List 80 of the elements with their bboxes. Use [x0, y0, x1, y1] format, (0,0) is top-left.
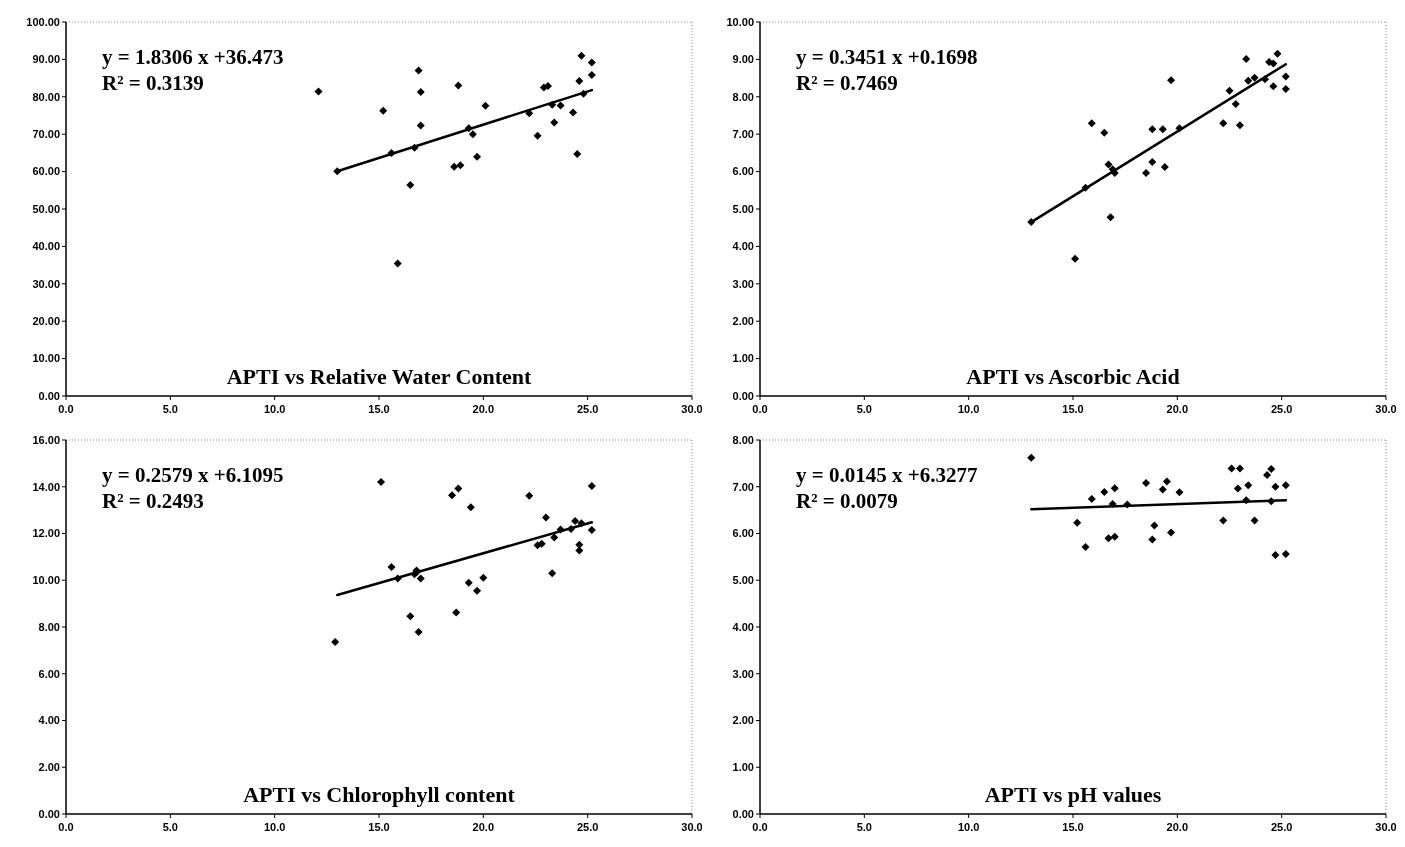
x-tick-label: 20.0 — [1166, 821, 1189, 833]
y-tick-label: 60.00 — [32, 165, 60, 178]
y-tick-label: 6.00 — [732, 527, 754, 540]
x-tick-label: 20.0 — [472, 821, 495, 833]
annotation: y = 0.3451 x +0.1698 — [796, 45, 978, 69]
x-tick-label: 10.0 — [263, 821, 286, 833]
x-tick-label: 10.0 — [957, 821, 980, 833]
y-tick-label: 6.00 — [38, 667, 60, 680]
y-tick-label: 30.00 — [32, 277, 60, 290]
x-tick-label: 20.0 — [472, 403, 495, 415]
x-tick-label: 5.0 — [856, 403, 872, 415]
text: APTI vs Ascorbic Acid — [966, 364, 1180, 389]
y-tick-label: 5.00 — [732, 574, 754, 587]
annotation: y = 0.2579 x +6.1095 — [102, 463, 284, 487]
y-tick-label: 1.00 — [732, 352, 754, 365]
x-tick-label: 25.0 — [1270, 403, 1293, 415]
y-tick-label: 0.00 — [732, 807, 754, 820]
y-tick-label: 10.00 — [32, 352, 60, 365]
x-tick-label: 25.0 — [1270, 821, 1293, 833]
y-tick-label: 80.00 — [32, 90, 60, 103]
x-tick-label: 15.0 — [368, 821, 390, 833]
y-tick-label: 8.00 — [732, 433, 754, 446]
y-tick-label: 8.00 — [732, 90, 754, 103]
y-tick-label: 50.00 — [32, 202, 60, 215]
y-tick-label: 70.00 — [32, 128, 60, 141]
x-tick-label: 30.0 — [681, 821, 703, 833]
x-tick-label: 10.0 — [957, 403, 980, 415]
y-tick-label: 3.00 — [732, 277, 754, 290]
x-tick-label: 15.0 — [368, 403, 390, 415]
y-tick-label: 3.00 — [732, 667, 754, 680]
y-tick-label: 12.00 — [32, 527, 60, 540]
x-tick-label: 15.0 — [1062, 403, 1084, 415]
y-tick-label: 7.00 — [732, 128, 754, 141]
annotation: y = 1.8306 x +36.473 — [102, 45, 284, 69]
y-tick-label: 4.00 — [38, 714, 60, 727]
annotation: R² = 0.7469 — [796, 71, 898, 95]
x-tick-label: 15.0 — [1062, 821, 1084, 833]
x-tick-label: 30.0 — [681, 403, 703, 415]
annotation: y = 0.0145 x +6.3277 — [796, 463, 978, 487]
x-tick-label: 0.0 — [58, 821, 74, 833]
y-tick-label: 20.00 — [32, 315, 60, 328]
y-tick-label: 8.00 — [38, 620, 60, 633]
y-tick-label: 0.00 — [732, 389, 754, 402]
x-tick-label: 10.0 — [263, 403, 286, 415]
annotation: R² = 0.0079 — [796, 489, 898, 513]
y-tick-label: 1.00 — [732, 761, 754, 774]
x-tick-label: 25.0 — [576, 821, 599, 833]
y-tick-label: 2.00 — [38, 761, 60, 774]
y-tick-label: 0.00 — [38, 389, 60, 402]
y-tick-label: 10.00 — [32, 574, 60, 587]
text: APTI vs Chlorophyll content — [243, 782, 516, 807]
y-tick-label: 14.00 — [32, 480, 60, 493]
x-tick-label: 0.0 — [752, 403, 768, 415]
x-tick-label: 25.0 — [576, 403, 599, 415]
annotation: R² = 0.3139 — [102, 71, 204, 95]
y-tick-label: 16.00 — [32, 433, 60, 446]
x-tick-label: 5.0 — [856, 821, 872, 833]
x-tick-label: 20.0 — [1166, 403, 1189, 415]
y-tick-label: 90.00 — [32, 53, 60, 66]
y-tick-label: 0.00 — [38, 807, 60, 820]
text: APTI vs pH values — [984, 782, 1162, 807]
y-tick-label: 4.00 — [732, 620, 754, 633]
x-tick-label: 5.0 — [162, 403, 178, 415]
x-tick-label: 5.0 — [162, 821, 178, 833]
x-tick-label: 0.0 — [58, 403, 74, 415]
y-tick-label: 2.00 — [732, 315, 754, 328]
x-tick-label: 30.0 — [1375, 821, 1397, 833]
annotation: R² = 0.2493 — [102, 489, 204, 513]
x-tick-label: 30.0 — [1375, 403, 1397, 415]
x-tick-label: 0.0 — [752, 821, 768, 833]
y-tick-label: 10.00 — [726, 15, 754, 28]
text: APTI vs Relative Water Content — [226, 364, 533, 389]
y-tick-label: 2.00 — [732, 714, 754, 727]
y-tick-label: 100.00 — [26, 15, 60, 28]
y-tick-label: 4.00 — [732, 240, 754, 253]
y-tick-label: 5.00 — [732, 202, 754, 215]
y-tick-label: 7.00 — [732, 480, 754, 493]
y-tick-label: 9.00 — [732, 53, 754, 66]
y-tick-label: 40.00 — [32, 240, 60, 253]
y-tick-label: 6.00 — [732, 165, 754, 178]
